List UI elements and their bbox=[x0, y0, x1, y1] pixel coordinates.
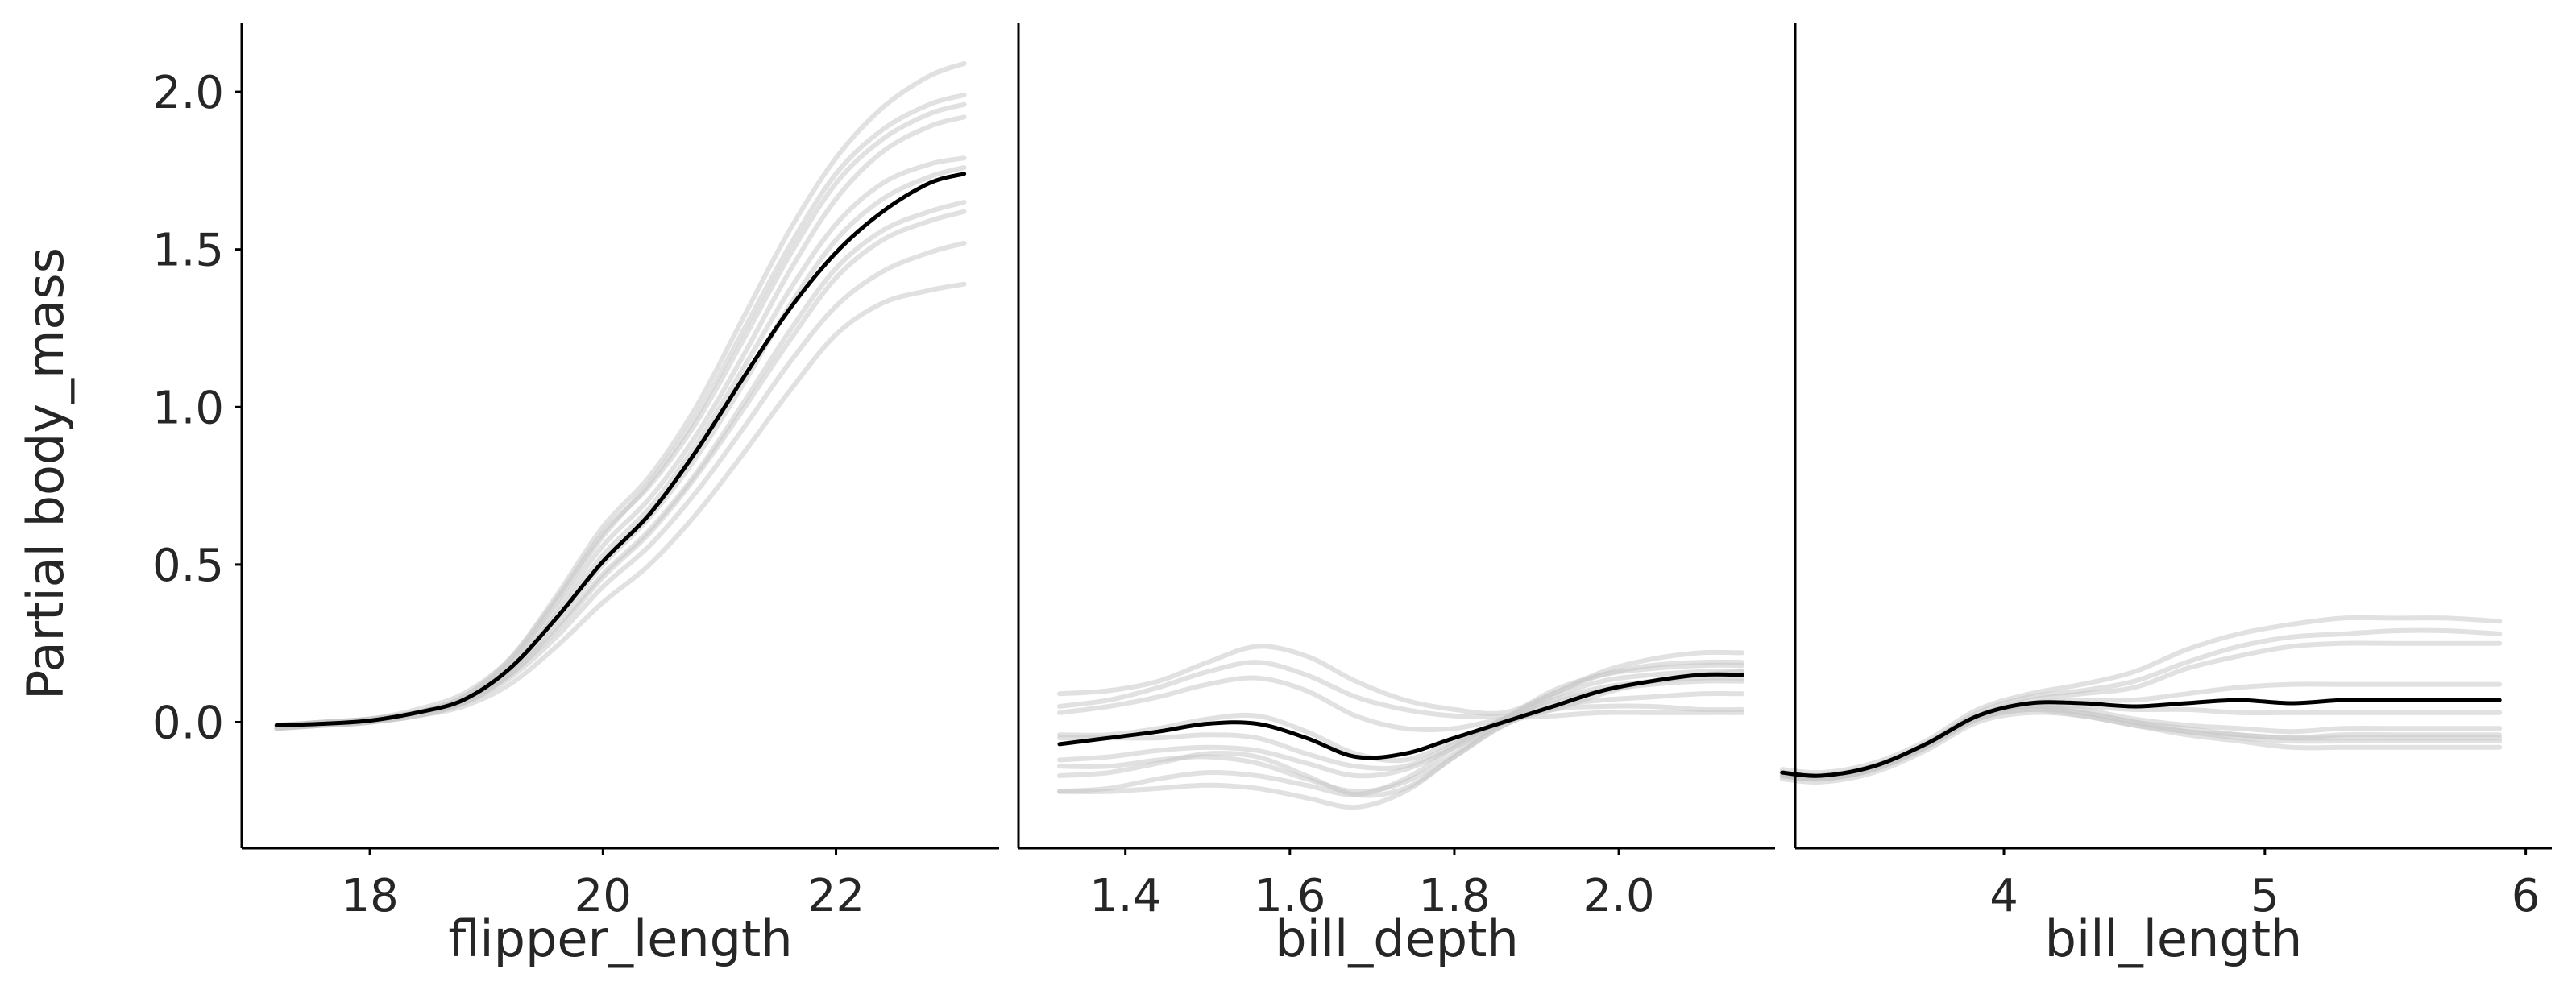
sample-line-9 bbox=[274, 281, 967, 731]
mean-line bbox=[1780, 698, 2502, 778]
sample-line-6 bbox=[274, 200, 967, 731]
x-tick-label: 4 bbox=[1989, 870, 2018, 922]
sample-line-0 bbox=[1057, 644, 1745, 716]
sample-line-8 bbox=[1057, 703, 1745, 810]
sample-line-1 bbox=[274, 93, 967, 728]
sample-line-5 bbox=[1057, 669, 1745, 779]
mean-line bbox=[274, 172, 967, 727]
sample-line-0 bbox=[274, 60, 967, 731]
x-tick-label: 20 bbox=[575, 870, 632, 922]
y-tick-label: 1.0 bbox=[152, 382, 224, 434]
sample-line-9 bbox=[1057, 690, 1745, 798]
sample-line-2 bbox=[1057, 675, 1745, 733]
x-tick-label: 6 bbox=[2512, 870, 2541, 922]
x-tick-label: 22 bbox=[807, 870, 865, 922]
x-tick-label: 1.4 bbox=[1089, 870, 1161, 922]
sample-line-5 bbox=[274, 165, 967, 728]
x-tick-label: 1.8 bbox=[1418, 870, 1490, 922]
panel-flipper-length: 18 20 22 flipper_length 0.0 0.5 1.0 1.5 2.0 bbox=[152, 23, 999, 968]
x-axis-label: flipper_length bbox=[448, 909, 792, 968]
x-tick-label: 18 bbox=[341, 870, 398, 922]
x-tick-label: 5 bbox=[2250, 870, 2279, 922]
y-tick-label: 2.0 bbox=[152, 67, 224, 119]
y-tick-label: 1.5 bbox=[152, 225, 224, 277]
sample-line-0 bbox=[1779, 615, 2503, 776]
x-axis-label: bill_depth bbox=[1275, 909, 1519, 968]
y-axis-label: Partial body_mass bbox=[16, 247, 75, 700]
sample-line-3 bbox=[274, 114, 967, 731]
sample-line-7 bbox=[274, 209, 967, 728]
x-axis-label: bill_length bbox=[2045, 909, 2303, 968]
sample-line-8 bbox=[1779, 706, 2503, 782]
y-tick-label: 0.5 bbox=[152, 540, 224, 592]
sample-line-2 bbox=[274, 101, 967, 728]
y-tick-label: 0.0 bbox=[152, 698, 224, 750]
panel-bill-length: 4 5 6 bill_length bbox=[1779, 23, 2552, 968]
sample-line-1 bbox=[1779, 627, 2503, 779]
panel-bill-depth: 1.4 1.6 1.8 2.0 bill_depth bbox=[1017, 23, 1775, 968]
x-tick-label: 1.6 bbox=[1254, 870, 1325, 922]
x-tick-label: 2.0 bbox=[1583, 870, 1655, 922]
mean-line bbox=[1057, 672, 1744, 760]
sample-line-4 bbox=[1057, 662, 1745, 771]
